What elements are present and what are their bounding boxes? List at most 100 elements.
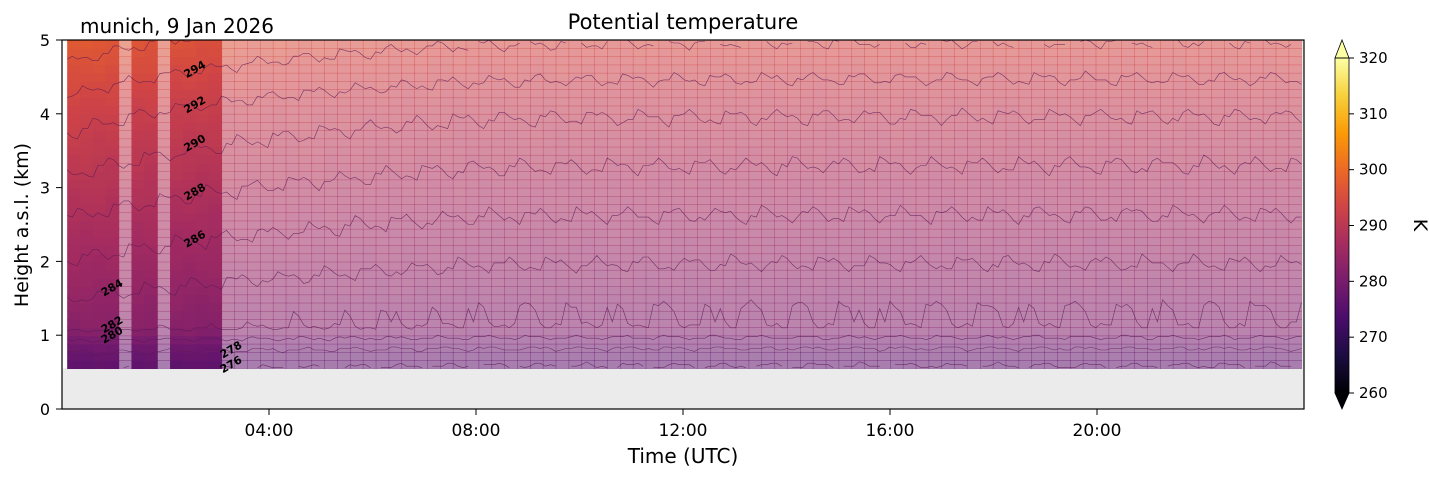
field-cell — [195, 319, 210, 328]
field-cell — [92, 286, 107, 296]
field-cell — [838, 146, 853, 156]
field-cell — [568, 89, 583, 99]
field-cell — [1108, 40, 1123, 49]
field-cell — [748, 335, 763, 345]
field-cell — [440, 237, 454, 246]
field-cell — [864, 72, 878, 82]
field-cell — [1005, 220, 1020, 230]
field-cell — [298, 40, 313, 49]
field-cell — [890, 89, 904, 99]
field-cell — [504, 302, 518, 312]
field-cell — [1031, 89, 1045, 99]
field-cell — [67, 48, 81, 58]
field-cell — [774, 187, 788, 197]
field-cell — [517, 130, 531, 140]
field-cell — [92, 171, 107, 181]
field-cell — [851, 64, 865, 74]
field-cell — [1262, 122, 1277, 131]
field-cell — [504, 89, 518, 99]
field-cell — [581, 335, 595, 345]
field-cell — [1108, 294, 1123, 304]
field-cell — [337, 154, 351, 164]
field-cell — [92, 212, 107, 222]
field-cell — [607, 81, 621, 90]
field-cell — [1044, 351, 1058, 361]
field-cell — [517, 122, 531, 131]
field-cell — [491, 327, 505, 337]
field-cell — [452, 64, 467, 74]
field-cell — [542, 302, 557, 312]
field-cell — [1237, 351, 1251, 361]
field-cell — [774, 56, 788, 66]
field-cell — [594, 187, 608, 197]
field-cell — [761, 89, 775, 99]
field-cell — [195, 72, 210, 82]
field-cell — [812, 228, 827, 238]
field-cell — [967, 294, 981, 304]
field-cell — [144, 72, 158, 82]
field-cell — [80, 302, 94, 312]
field-cell — [1005, 179, 1020, 189]
field-cell — [1044, 56, 1058, 66]
field-cell — [877, 81, 891, 90]
field-cell — [774, 81, 788, 90]
field-cell — [311, 97, 325, 107]
field-cell — [735, 113, 750, 123]
field-cell — [118, 351, 133, 361]
field-cell — [118, 228, 133, 238]
field-cell — [1159, 310, 1174, 320]
field-cell — [555, 138, 570, 148]
field-cell — [825, 204, 840, 214]
field-cell — [1172, 105, 1187, 115]
field-cell — [568, 171, 583, 181]
field-cell — [157, 335, 171, 345]
field-cell — [234, 310, 248, 320]
field-cell — [388, 146, 403, 156]
field-cell — [1082, 154, 1097, 164]
field-cell — [902, 56, 917, 66]
field-cell — [761, 294, 775, 304]
field-cell — [1031, 146, 1045, 156]
field-cell — [414, 310, 428, 320]
field-cell — [838, 130, 853, 140]
field-cell — [92, 319, 107, 328]
field-cell — [954, 113, 968, 123]
field-cell — [812, 335, 827, 345]
field-cell — [542, 122, 557, 131]
field-cell — [311, 220, 325, 230]
y-tick-label: 0 — [40, 400, 50, 419]
field-cell — [285, 40, 300, 49]
field-cell — [1057, 269, 1071, 279]
field-cell — [67, 56, 81, 66]
field-cell — [80, 105, 94, 115]
field-cell — [787, 195, 801, 205]
field-cell — [157, 253, 171, 263]
field-cell — [80, 171, 94, 181]
field-cell — [697, 310, 711, 320]
field-cell — [195, 237, 210, 246]
field-cell — [851, 56, 865, 66]
field-cell — [1262, 105, 1277, 115]
field-cell — [581, 105, 595, 115]
field-cell — [1082, 40, 1097, 49]
field-cell — [722, 302, 737, 312]
field-cell — [285, 105, 300, 115]
field-cell — [80, 154, 94, 164]
field-cell — [1018, 204, 1033, 214]
field-cell — [388, 351, 403, 361]
field-cell — [902, 302, 917, 312]
field-cell — [375, 171, 390, 181]
field-cell — [800, 130, 814, 140]
field-cell — [902, 212, 917, 222]
field-cell — [324, 56, 338, 66]
field-cell — [774, 253, 788, 263]
field-cell — [992, 327, 1007, 337]
field-cell — [581, 286, 595, 296]
field-cell — [298, 351, 313, 361]
field-cell — [594, 204, 608, 214]
field-cell — [774, 286, 788, 296]
field-cell — [967, 171, 981, 181]
field-cell — [555, 286, 570, 296]
field-cell — [1288, 163, 1303, 172]
field-cell — [1044, 195, 1058, 205]
